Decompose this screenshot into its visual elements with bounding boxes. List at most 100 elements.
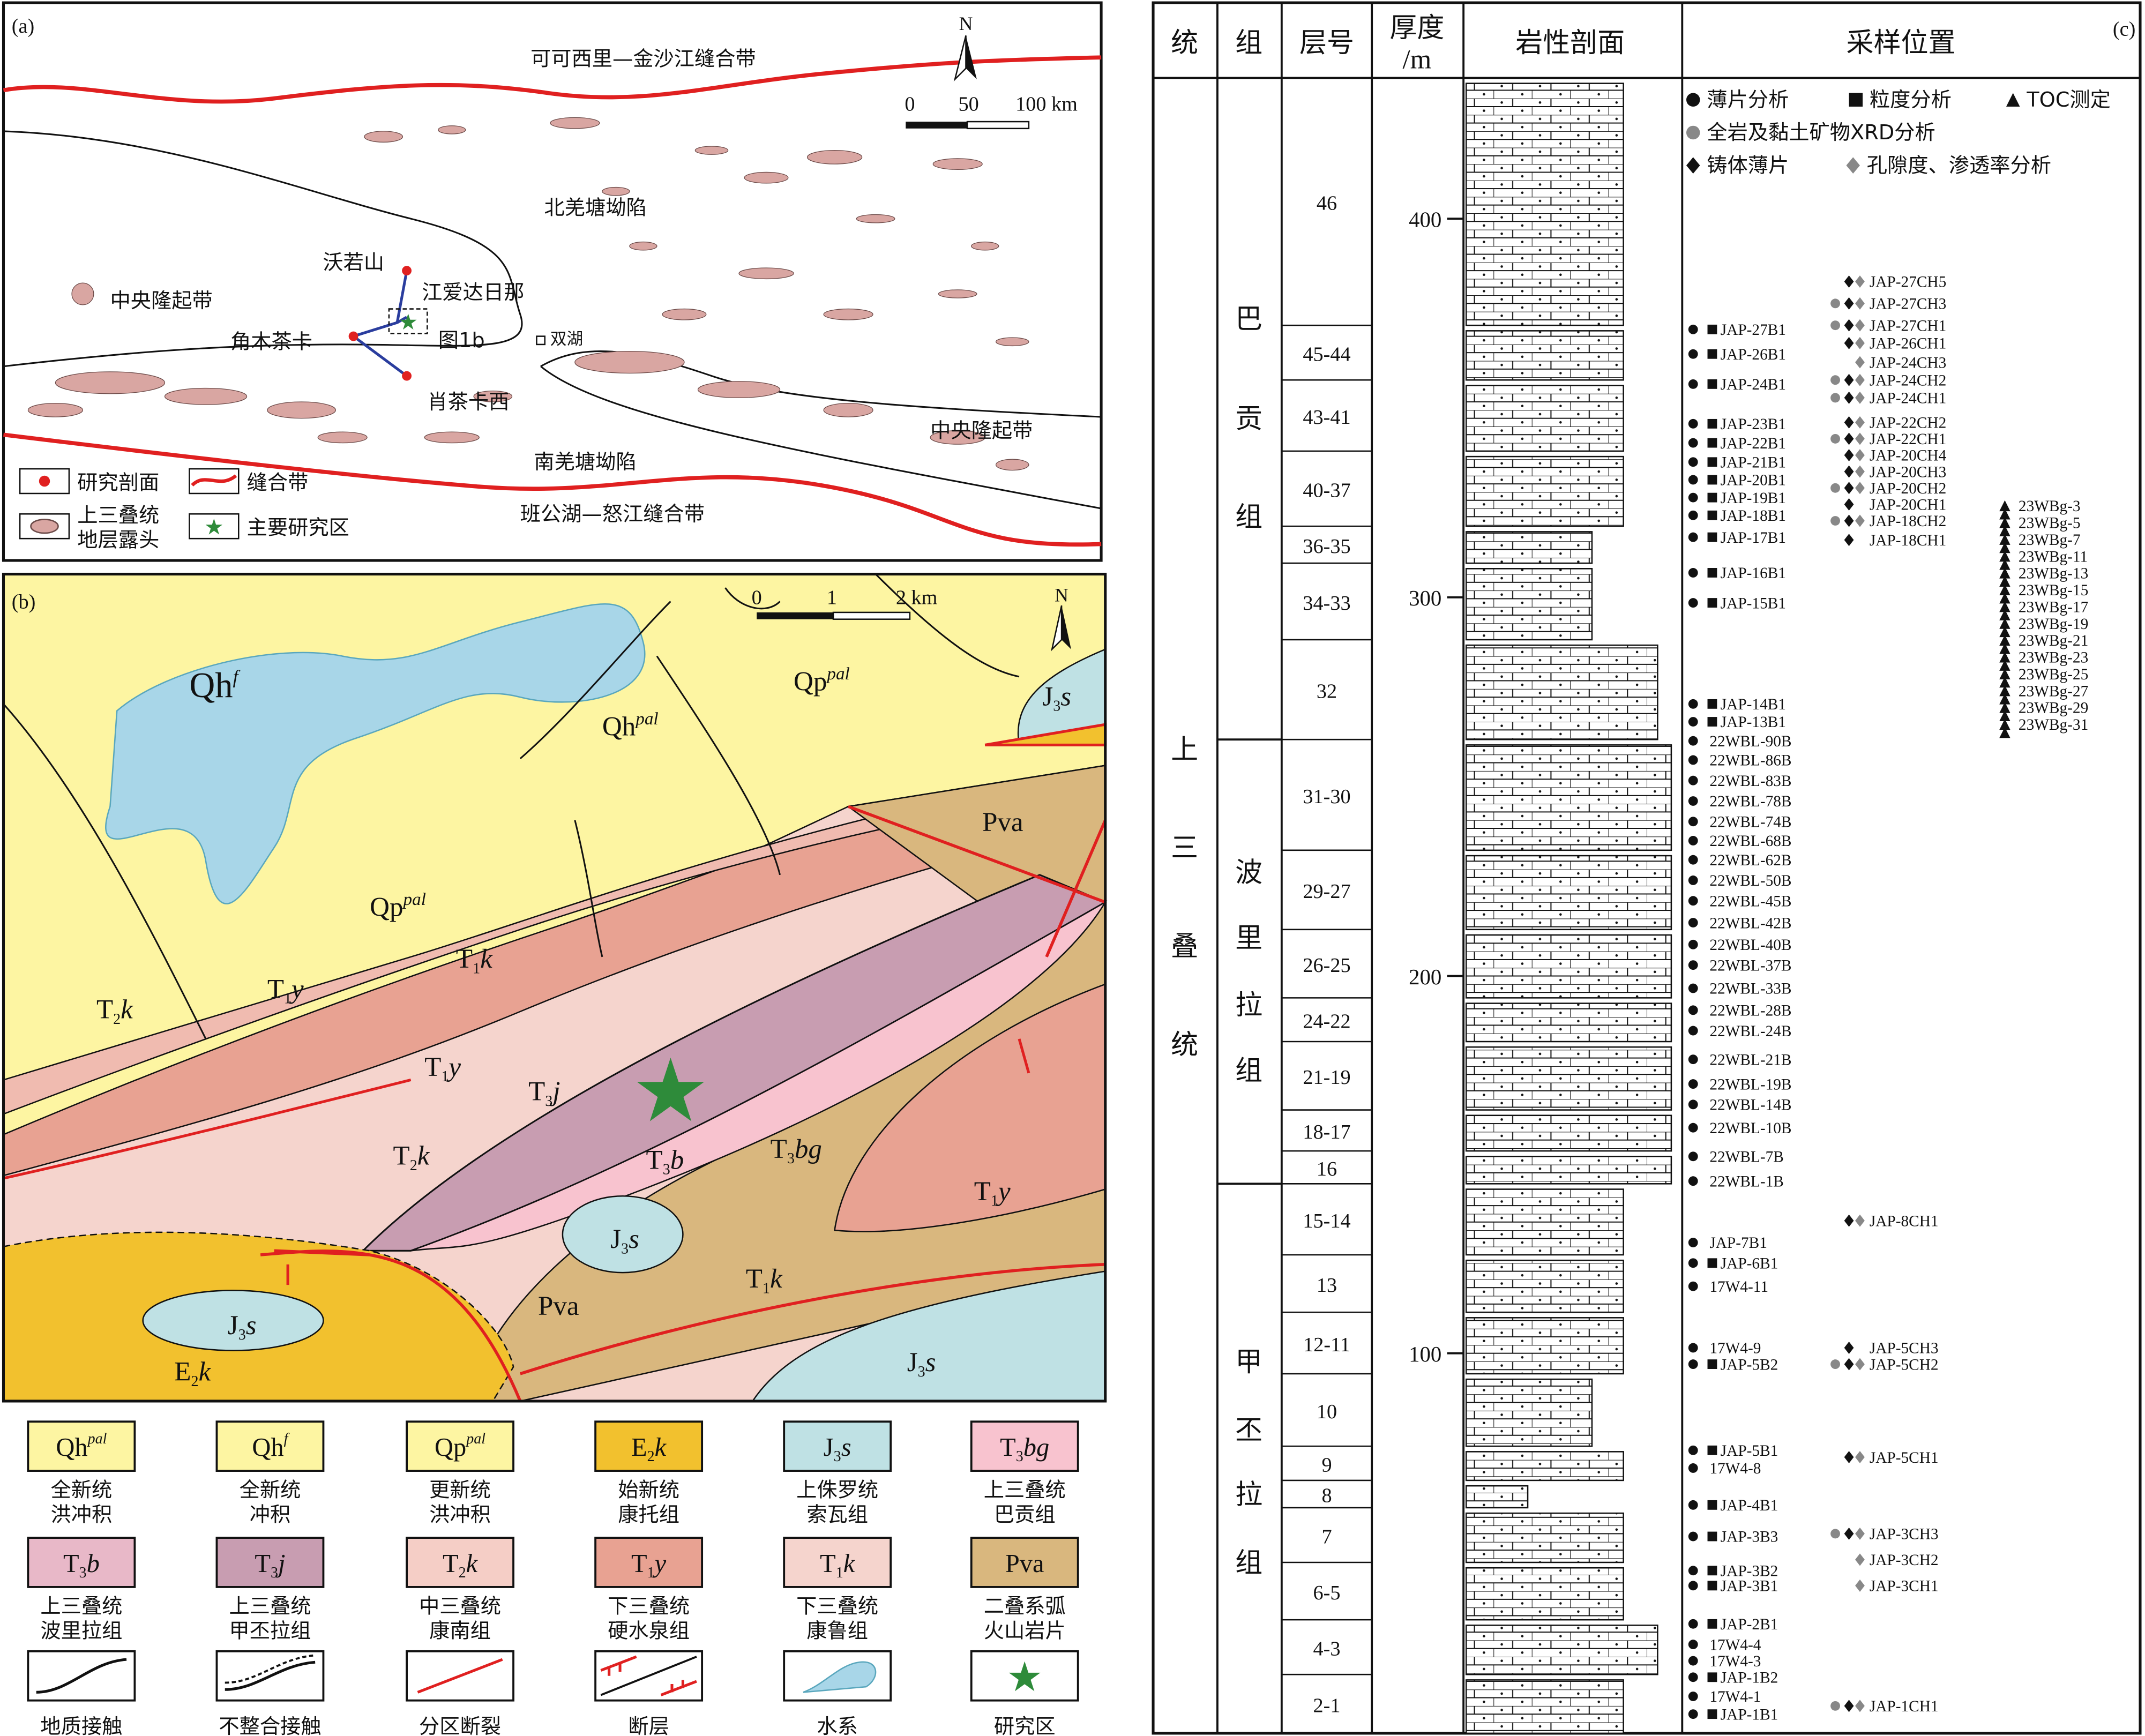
svg-text:Pva: Pva [982, 807, 1023, 837]
outcrop-patch [55, 371, 166, 394]
legend-code: Qhf [252, 1431, 290, 1462]
lithology-bed [1465, 644, 1658, 740]
square-marker-icon [1707, 1566, 1717, 1576]
circle-marker-icon [1688, 755, 1698, 765]
lithology-bed [1465, 1625, 1658, 1675]
sample-label: JAP-20CH1 [1870, 497, 1946, 514]
triangle-marker-icon [1999, 643, 2011, 654]
star-icon: ★ [1006, 1655, 1043, 1700]
label-xiaochakaxi: 肖茶卡西 [427, 390, 509, 414]
circle-marker-icon [1688, 324, 1698, 334]
sample-label: JAP-16B1 [1721, 565, 1786, 582]
scale-label: 1 [827, 587, 837, 609]
layer-number: 43-41 [1303, 406, 1350, 429]
header-sampling: 采样位置 [1846, 28, 1955, 58]
triangle-marker-icon [1999, 567, 2011, 579]
sample-label: 23WBg-23 [2019, 649, 2088, 667]
sample-label: 17W4-3 [1709, 1653, 1761, 1670]
panel-c-stratigraphic-column: 统 组 层号 厚度 /m 岩性剖面 采样位置 (c) 46 45-44 43-41 4… [1152, 1, 2142, 1735]
formation-name-char: 甲 [1235, 1346, 1262, 1378]
lithology-bed [1465, 934, 1672, 999]
panel-c-tag: (c) [2113, 18, 2135, 40]
circle-marker-icon [1688, 1026, 1698, 1036]
legend-swatch [970, 1537, 1079, 1588]
sample-label: 23WBg-5 [2019, 515, 2081, 532]
diamond-marker-icon [1844, 514, 1854, 527]
series-name-char: 三 [1171, 833, 1198, 864]
legend-label: 始新统 [618, 1478, 679, 1502]
label-jiangaidarina: 江爱达日那 [422, 281, 524, 305]
scale-label: 2 km [896, 587, 938, 609]
square-marker-icon [1707, 1359, 1717, 1370]
legend-code: T3j [255, 1550, 285, 1581]
circle-marker-icon [1688, 1619, 1698, 1629]
suture-line-north [3, 55, 1102, 104]
lithology-bed [1465, 1156, 1672, 1185]
sample-label: JAP-24B1 [1721, 376, 1786, 393]
circle-marker-icon [1830, 483, 1840, 493]
square-marker-icon [1707, 438, 1717, 448]
triangle-marker-icon [1999, 676, 2011, 688]
sample-label: 23WBg-13 [2019, 565, 2088, 582]
triangle-marker-icon [1999, 702, 2011, 713]
sample-label: 22WBL-45B [1709, 893, 1791, 910]
outcrop-patch [574, 351, 685, 374]
legend-label: 康南组 [429, 1619, 491, 1643]
svg-text:★: ★ [204, 515, 224, 540]
triangle-marker-icon [1999, 693, 2011, 705]
north-label: N [959, 13, 973, 34]
study-area-star-icon: ★ [398, 310, 418, 334]
sample-label: 22WBL-28B [1709, 1002, 1791, 1020]
outcrop-patch [932, 158, 983, 170]
label-woruoshan: 沃若山 [323, 251, 384, 275]
header-thickness-unit: /m [1402, 45, 1431, 75]
triangle-marker-icon [1999, 710, 2011, 722]
outcrop-patch [806, 149, 863, 164]
sample-legend-label: TOC测定 [2026, 88, 2111, 112]
sample-label: JAP-17B1 [1721, 529, 1786, 547]
legend-swatch [970, 1420, 1079, 1472]
outcrop-patch [267, 401, 337, 419]
sample-label: JAP-27CH5 [1870, 274, 1946, 291]
sample-label: JAP-18CH2 [1870, 513, 1946, 530]
diamond-marker-icon [1844, 391, 1854, 404]
legend-code: T3b [63, 1550, 100, 1581]
boundary-line [540, 365, 1102, 510]
layer-number: 8 [1321, 1485, 1332, 1507]
legend-swatch [594, 1420, 704, 1472]
diamond-marker-icon [1855, 1553, 1865, 1566]
label-central-uplift-east: 中央隆起带 [930, 418, 1033, 443]
circle-marker-icon [1688, 796, 1698, 806]
legend-outcrop-label-2: 地层露头 [77, 528, 159, 552]
layer-number: 9 [1321, 1454, 1332, 1476]
sample-label: JAP-26B1 [1721, 346, 1786, 363]
legend-swatch [406, 1537, 514, 1588]
sample-label: JAP-20CH3 [1870, 463, 1946, 481]
sample-label: 22WBL-1B [1709, 1173, 1783, 1190]
sample-label: JAP-19B1 [1721, 490, 1786, 507]
svg-text:J3s: J3s [907, 1348, 936, 1380]
sample-label: 17W4-8 [1709, 1460, 1761, 1477]
unit-j3s [1017, 648, 1107, 746]
outcrop-patch [71, 282, 94, 305]
circle-marker-icon [1688, 1005, 1698, 1015]
formation-name-char: 组 [1235, 502, 1262, 533]
layer-number: 2-1 [1313, 1694, 1341, 1717]
triangle-marker-icon [1999, 609, 2011, 620]
lithology-bed [1465, 531, 1593, 564]
triangle-marker-icon [1999, 525, 2011, 536]
svg-text:T1k: T1k [746, 1264, 783, 1297]
diamond-marker-icon [1844, 336, 1854, 349]
sample-label: 17W4-4 [1709, 1636, 1761, 1653]
sample-legend-label: 薄片分析 [1707, 88, 1789, 112]
triangle-marker-icon [1999, 626, 2011, 638]
sample-label: JAP-4B1 [1721, 1497, 1778, 1514]
diamond-marker-icon [1844, 1358, 1854, 1371]
legend-outcrop-label: 上三叠统 [77, 504, 159, 528]
sample-legend-label: 铸体薄片 [1707, 153, 1789, 177]
diamond-marker-icon [1855, 1579, 1865, 1592]
circle-marker-icon [1688, 1054, 1698, 1065]
square-marker-icon [1707, 1500, 1717, 1510]
